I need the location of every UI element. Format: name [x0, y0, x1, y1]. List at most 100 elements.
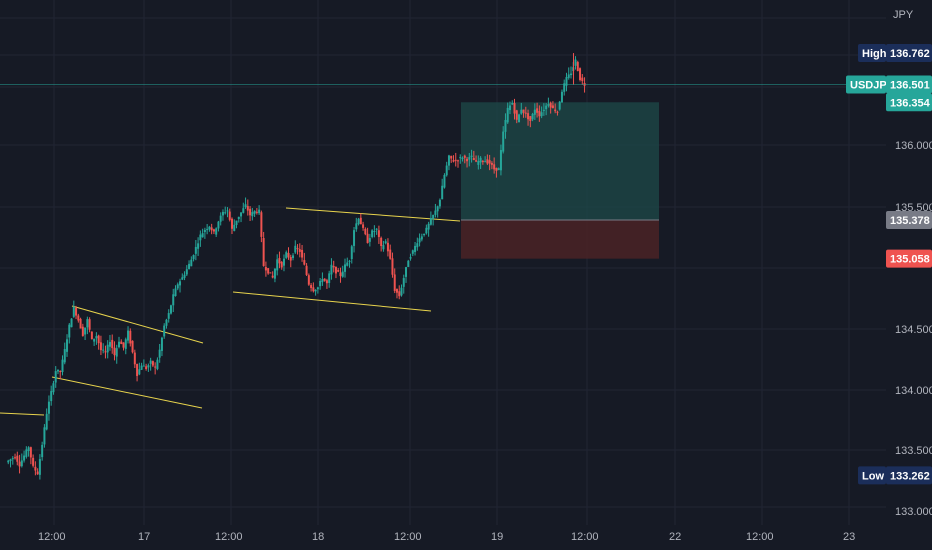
candle-body: [368, 238, 371, 242]
candle-body: [488, 160, 491, 164]
trendline: [71, 305, 204, 344]
candle-body: [136, 364, 139, 376]
symbol-tag[interactable]: USDJPY: [846, 75, 895, 94]
entry-tag[interactable]: 135.378: [886, 211, 932, 230]
low-label[interactable]: Low: [858, 466, 886, 485]
x-tick-label: 12:00: [571, 531, 599, 543]
candle-body: [398, 291, 401, 297]
candle-body: [371, 230, 374, 237]
candle-body: [70, 318, 73, 328]
candle-body: [493, 164, 496, 170]
candle-body: [188, 263, 191, 269]
time-axis[interactable]: 12:00 17 12:00 18 12:00 19 12:00 22 12:00 23: [38, 531, 855, 543]
candle-body: [86, 319, 89, 328]
candle-body: [52, 383, 55, 393]
candle-body: [450, 155, 453, 159]
candle-body: [533, 109, 536, 115]
candle-body: [251, 212, 254, 217]
candle-body: [558, 101, 561, 110]
stop-tag[interactable]: 135.058: [886, 249, 932, 268]
stop-tag-text: 135.058: [890, 254, 930, 266]
candle-body: [43, 427, 46, 445]
candle-body: [549, 102, 552, 108]
high-label-text: High: [862, 48, 887, 60]
candle-body: [201, 233, 204, 238]
candle-body: [192, 255, 195, 260]
x-tick-label: 12:00: [394, 531, 422, 543]
candle-body: [375, 228, 378, 230]
candle-body: [511, 102, 514, 105]
candle-body: [294, 245, 297, 253]
candle-body: [169, 305, 172, 314]
candle-body: [400, 287, 403, 296]
candle-body: [504, 119, 507, 132]
candle-body: [513, 103, 516, 114]
x-tick-label: 12:00: [38, 531, 66, 543]
high-value[interactable]: 136.762: [886, 44, 932, 63]
candle-body: [554, 109, 557, 112]
candle-body: [231, 218, 233, 229]
candle-body: [11, 458, 14, 460]
candle-body: [99, 342, 102, 351]
candle-body: [183, 274, 186, 278]
candle-body: [563, 83, 566, 92]
candle-body: [47, 401, 50, 414]
candle-body: [246, 206, 249, 211]
candle-body: [429, 218, 432, 225]
candle-body: [364, 228, 367, 235]
candle-body: [463, 155, 466, 158]
candle-body: [145, 366, 148, 370]
candle-body: [382, 245, 385, 250]
candle-body: [197, 243, 200, 249]
candle-body: [579, 68, 582, 80]
candle-body: [520, 109, 523, 114]
candle-body: [217, 221, 220, 229]
candle-body: [61, 359, 64, 373]
candle-body: [264, 266, 267, 271]
candle-body: [531, 113, 534, 120]
profit-zone: [461, 102, 659, 221]
candle-body: [323, 278, 326, 281]
candle-body: [484, 161, 487, 163]
candle-body: [206, 228, 209, 230]
candle-body: [341, 271, 344, 277]
low-value[interactable]: 133.262: [886, 466, 932, 485]
last-price-tag[interactable]: 136.501: [886, 75, 932, 94]
candle-body: [104, 351, 107, 353]
candle-body: [414, 245, 417, 252]
candle-body: [278, 258, 281, 264]
candle-body: [285, 252, 288, 258]
low-label-text: Low: [862, 470, 884, 482]
candle-body: [131, 340, 134, 353]
candle-body: [373, 230, 376, 232]
high-label[interactable]: High: [858, 44, 887, 63]
candle-body: [280, 261, 283, 268]
candle-body: [344, 264, 346, 272]
candle-body: [258, 209, 261, 214]
candle-body: [149, 360, 152, 364]
high-label-bg: [858, 44, 886, 63]
price-axis[interactable]: 136.000 135.500 134.500 134.000 133.500 133.0…: [895, 140, 932, 518]
candle-body: [38, 459, 41, 475]
candle-body: [518, 114, 521, 123]
candle-body: [181, 277, 184, 280]
candle-body: [366, 233, 369, 244]
candle-body: [386, 242, 389, 252]
candle-body: [423, 233, 426, 236]
candle-body: [522, 109, 525, 113]
candle-body: [576, 62, 579, 71]
candle-body: [477, 161, 480, 165]
candle-body: [551, 105, 554, 109]
candle-body: [102, 349, 105, 351]
candle-body: [502, 131, 505, 152]
candle-body: [147, 365, 150, 368]
candle-body: [545, 105, 548, 110]
last-price-tag-text: 136.501: [890, 80, 930, 92]
target-tag[interactable]: 136.354: [886, 93, 932, 112]
candle-body: [50, 391, 53, 402]
candle-body: [348, 260, 351, 262]
candle-body: [244, 204, 247, 208]
low-label-bg: [858, 466, 886, 485]
candle-body: [389, 249, 392, 259]
